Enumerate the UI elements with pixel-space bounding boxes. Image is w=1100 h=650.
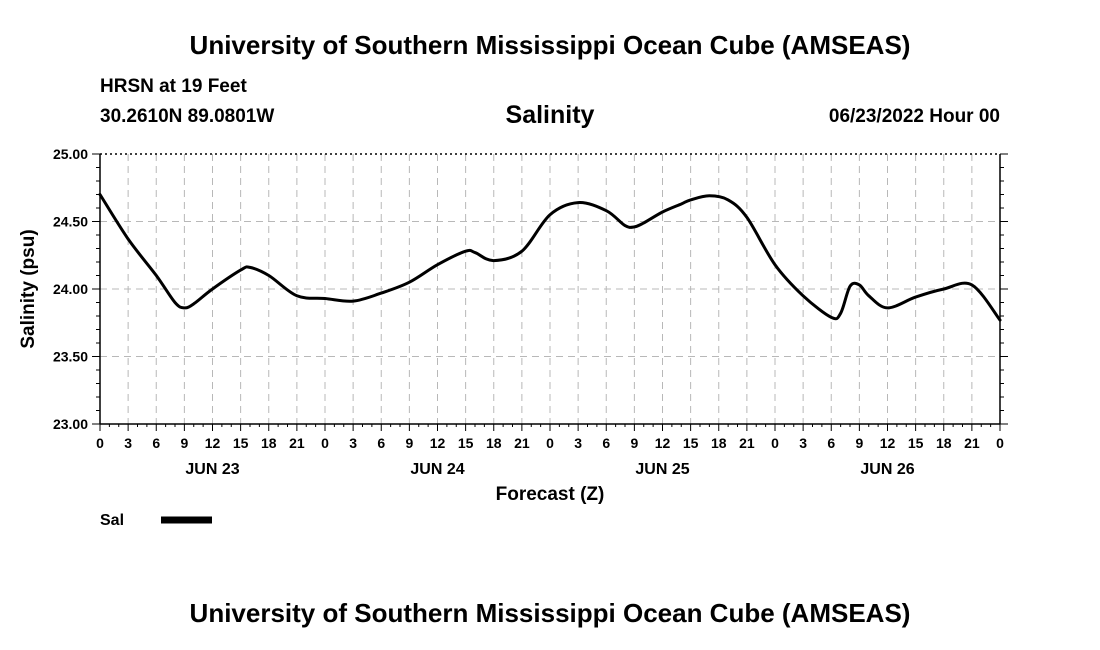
x-tick-label: 3 (574, 435, 582, 451)
x-tick-label: 9 (855, 435, 863, 451)
x-tick-label: 18 (711, 435, 727, 451)
x-tick-label: 6 (827, 435, 835, 451)
x-tick-label: 21 (964, 435, 980, 451)
forecast-datetime: 06/23/2022 Hour 00 (828, 106, 1000, 127)
footer-title: University of Southern Mississippi Ocean… (189, 598, 911, 628)
x-tick-label: 0 (546, 435, 554, 451)
x-tick-label: 12 (205, 435, 221, 451)
x-tick-label: 15 (908, 435, 924, 451)
x-tick-label: 6 (602, 435, 610, 451)
x-tick-label: 6 (377, 435, 385, 451)
x-tick-label: 18 (261, 435, 277, 451)
x-tick-label: 15 (458, 435, 474, 451)
y-tick-label: 24.50 (53, 214, 88, 230)
x-tick-label: 12 (880, 435, 896, 451)
x-tick-label: 15 (233, 435, 249, 451)
coordinates-label: 30.2610N 89.0801W (100, 106, 275, 127)
x-tick-label: 9 (630, 435, 638, 451)
x-tick-label: 6 (152, 435, 160, 451)
x-tick-label: 21 (514, 435, 530, 451)
x-day-label: JUN 23 (185, 461, 239, 478)
x-tick-label: 15 (683, 435, 699, 451)
x-tick-label: 18 (486, 435, 502, 451)
x-tick-label: 0 (321, 435, 329, 451)
legend-label: Sal (100, 512, 124, 529)
y-tick-label: 23.50 (53, 349, 88, 365)
y-tick-label: 24.00 (53, 281, 88, 297)
page-title: University of Southern Mississippi Ocean… (189, 30, 911, 60)
chart-title: Salinity (505, 101, 595, 129)
series-line-sal (98, 193, 1002, 322)
y-axis-title: Salinity (psu) (18, 229, 39, 348)
x-tick-label: 0 (96, 435, 104, 451)
x-tick-label: 12 (430, 435, 446, 451)
x-tick-label: 9 (405, 435, 413, 451)
station-label: HRSN at 19 Feet (100, 76, 247, 97)
x-tick-label: 9 (180, 435, 188, 451)
x-tick-label: 21 (739, 435, 755, 451)
x-day-label: JUN 26 (860, 461, 914, 478)
x-tick-label: 18 (936, 435, 952, 451)
y-tick-label: 25.00 (53, 146, 88, 162)
x-tick-label: 0 (771, 435, 779, 451)
x-tick-label: 0 (996, 435, 1004, 451)
x-tick-label: 12 (655, 435, 671, 451)
x-tick-label: 3 (124, 435, 132, 451)
x-tick-label: 3 (349, 435, 357, 451)
x-tick-label: 3 (799, 435, 807, 451)
y-tick-label: 23.00 (53, 416, 88, 432)
x-tick-label: 21 (289, 435, 305, 451)
x-day-label: JUN 25 (635, 461, 689, 478)
x-day-label: JUN 24 (410, 461, 464, 478)
x-axis-title: Forecast (Z) (496, 484, 605, 505)
